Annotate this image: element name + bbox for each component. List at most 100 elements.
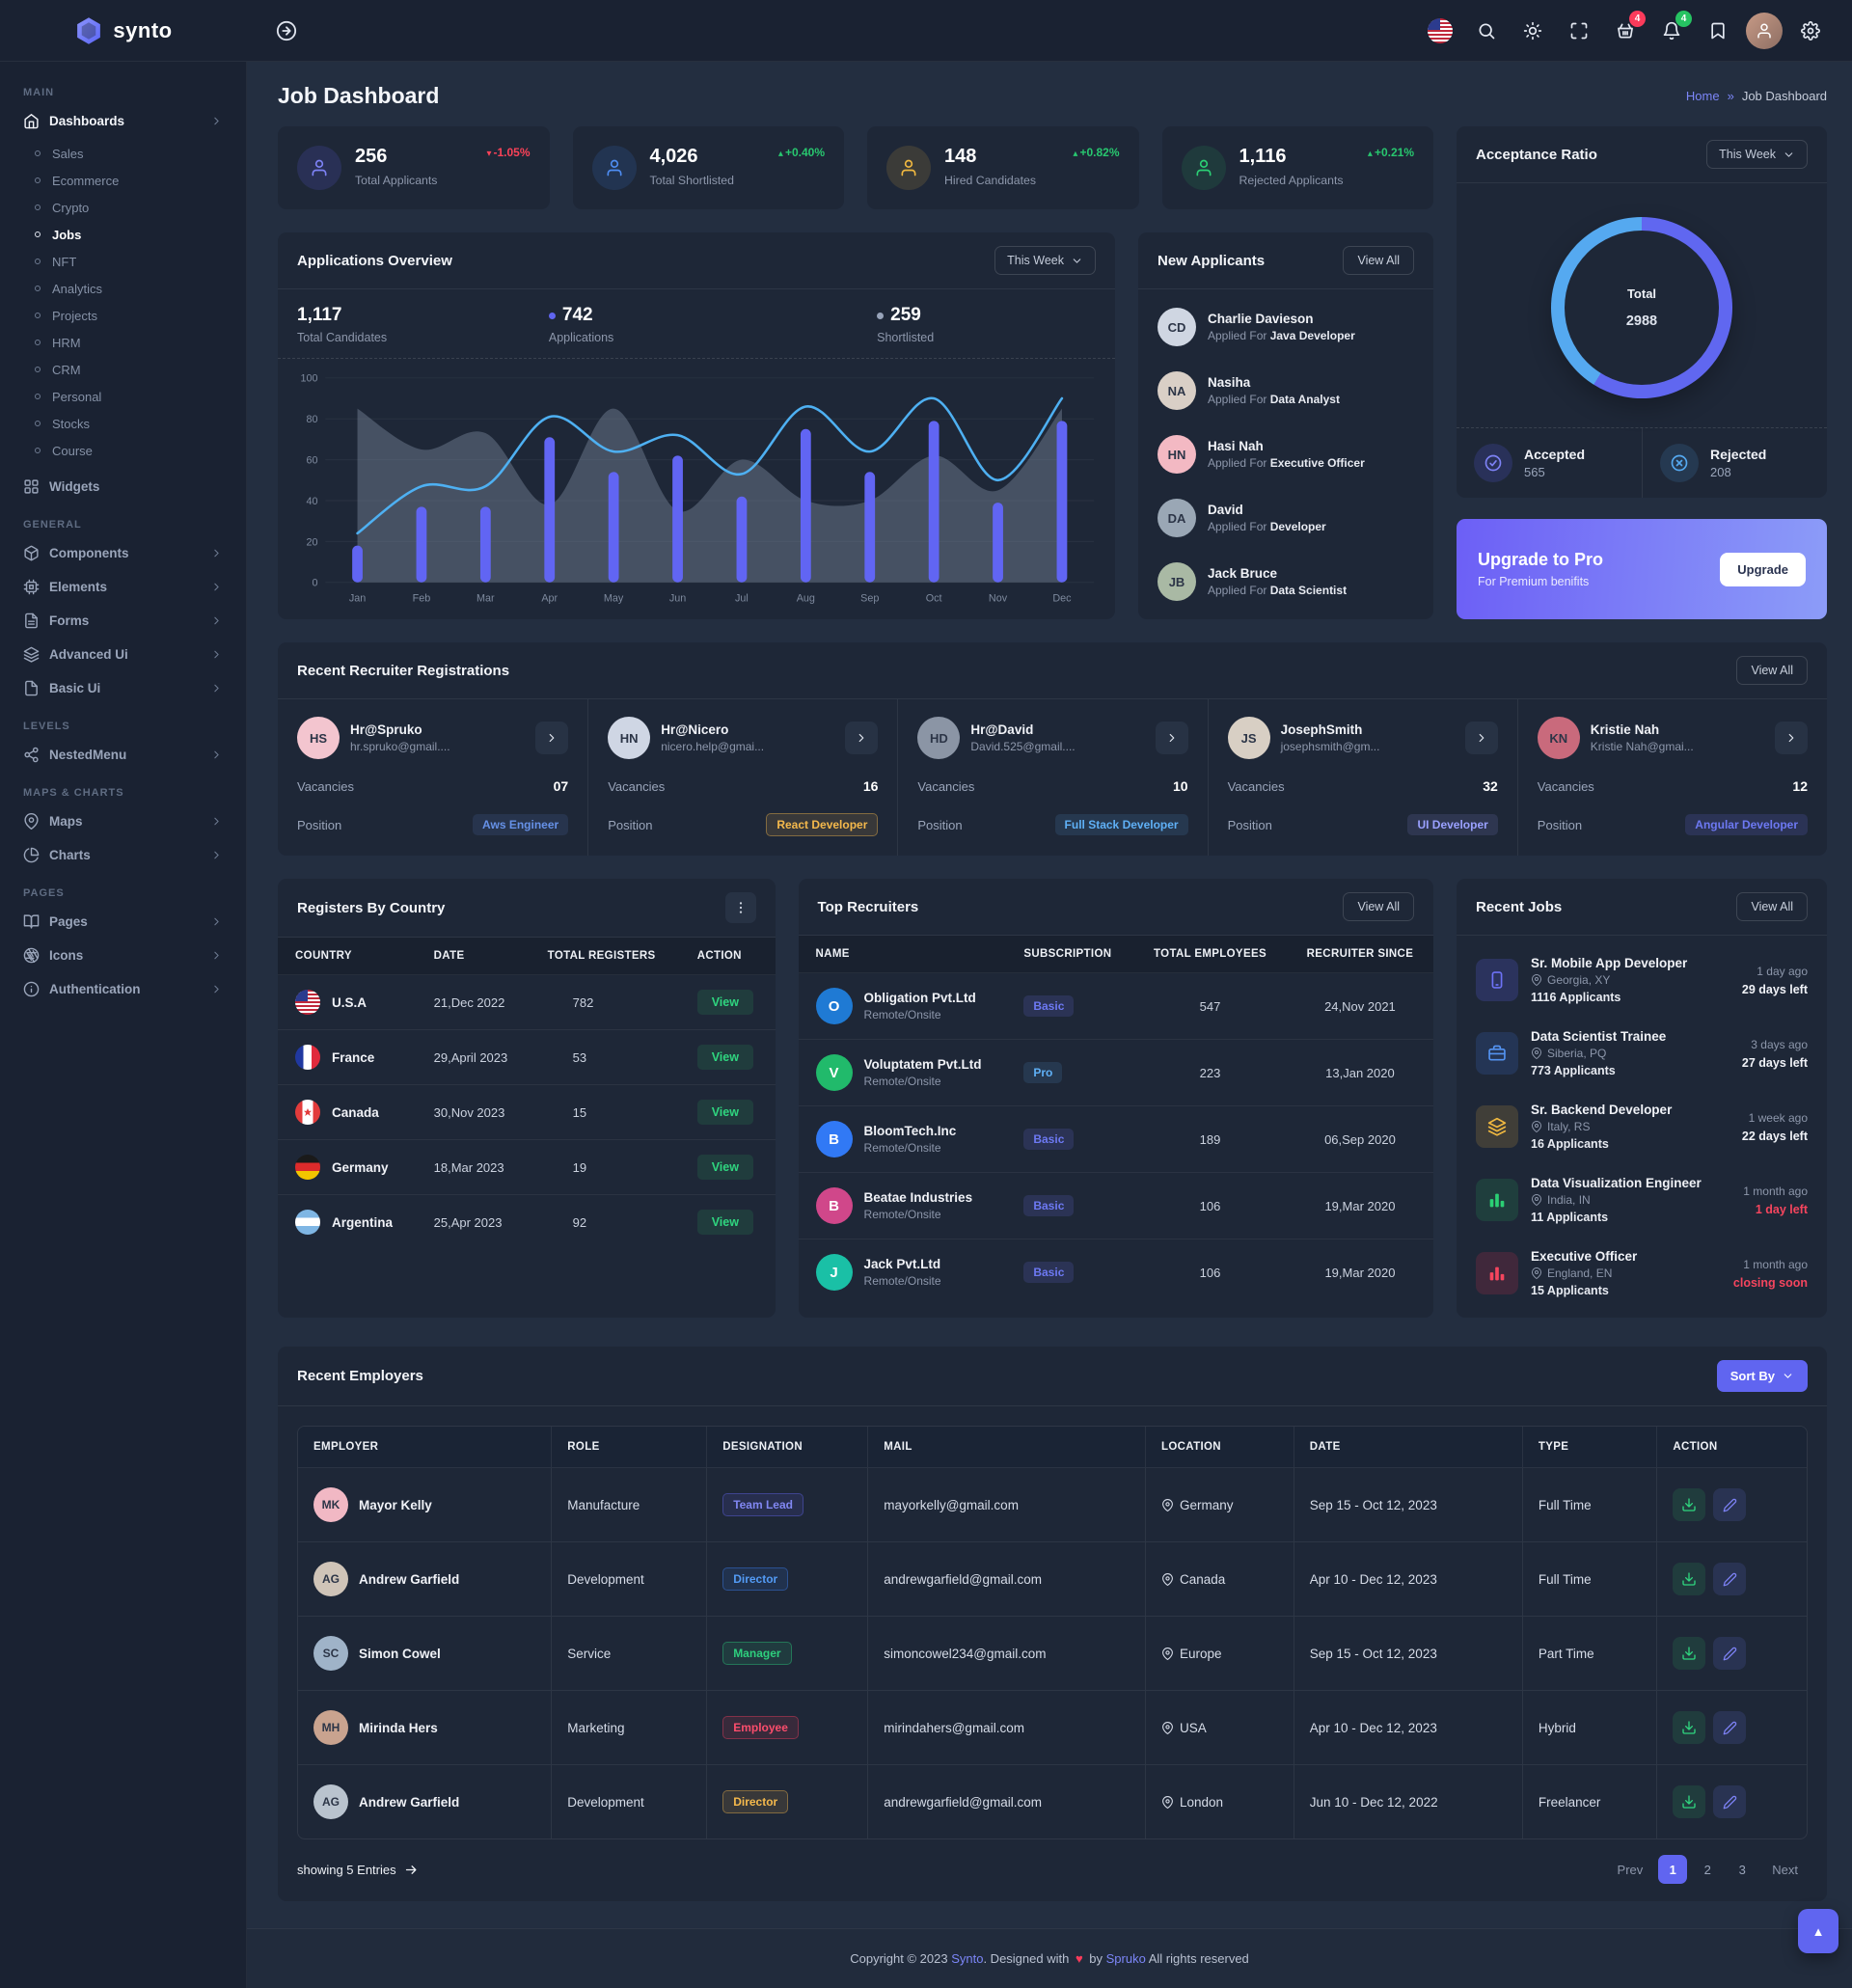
- sidebar-subitem-projects[interactable]: Projects: [14, 302, 232, 329]
- job-item[interactable]: Sr. Mobile App Developer Georgia, XY 1116 …: [1476, 943, 1808, 1017]
- job-item[interactable]: Executive Officer England, EN 15 Applicant…: [1476, 1237, 1808, 1310]
- applications-overview-title: Applications Overview: [297, 252, 452, 269]
- recruiter-open-button[interactable]: [845, 722, 879, 754]
- bookmarks-button[interactable]: [1700, 13, 1736, 49]
- pagination-next[interactable]: Next: [1762, 1857, 1808, 1883]
- edit-button[interactable]: [1713, 1563, 1747, 1596]
- bookmark-icon: [1708, 21, 1728, 41]
- applicant-item[interactable]: DA David Applied For Developer: [1158, 486, 1414, 550]
- download-button[interactable]: [1673, 1784, 1706, 1818]
- sidebar-item-nestedmenu[interactable]: NestedMenu: [14, 738, 232, 772]
- applicant-item[interactable]: NA Nasiha Applied For Data Analyst: [1158, 359, 1414, 422]
- brand-logo[interactable]: synto: [0, 0, 247, 61]
- download-button[interactable]: [1673, 1636, 1706, 1670]
- fullscreen-button[interactable]: [1561, 13, 1597, 49]
- overview-stat-label: Shortlisted: [877, 331, 935, 344]
- acceptance-ratio-period-select[interactable]: This Week: [1706, 140, 1808, 169]
- sidebar-subitem-jobs[interactable]: Jobs: [14, 221, 232, 248]
- settings-button[interactable]: [1792, 13, 1829, 49]
- edit-button[interactable]: [1713, 1488, 1747, 1522]
- sidebar-subitem-crypto[interactable]: Crypto: [14, 194, 232, 221]
- edit-button[interactable]: [1713, 1637, 1747, 1671]
- sidebar-toggle-icon[interactable]: [276, 20, 297, 41]
- pagination-page-3[interactable]: 3: [1728, 1855, 1757, 1884]
- footer-spruko-link[interactable]: Spruko: [1105, 1951, 1146, 1966]
- sidebar-item-icons[interactable]: Icons: [14, 939, 232, 972]
- country-name: Germany: [332, 1159, 389, 1175]
- download-button[interactable]: [1673, 1710, 1706, 1744]
- top-recruiters-view-all-button[interactable]: View All: [1343, 892, 1414, 921]
- new-applicants-view-all-button[interactable]: View All: [1343, 246, 1414, 275]
- sidebar-item-components[interactable]: Components: [14, 536, 232, 570]
- total-employees: 223: [1133, 1039, 1287, 1106]
- sidebar-item-elements[interactable]: Elements: [14, 570, 232, 604]
- sidebar-item-label: Authentication: [49, 982, 141, 996]
- sidebar-item-forms[interactable]: Forms: [14, 604, 232, 638]
- sidebar-subitem-personal[interactable]: Personal: [14, 383, 232, 410]
- table-row: O Obligation Pvt.Ltd Remote/Onsite Basic 547…: [798, 972, 1433, 1040]
- footer-synto-link[interactable]: Synto: [951, 1951, 984, 1966]
- stat-value: 4,026: [649, 146, 698, 167]
- brand-logo-icon: [74, 16, 103, 45]
- job-item[interactable]: Sr. Backend Developer Italy, RS 16 Applica…: [1476, 1090, 1808, 1163]
- breadcrumb-home-link[interactable]: Home: [1685, 89, 1720, 103]
- sidebar-item-pages[interactable]: Pages: [14, 905, 232, 939]
- applicant-item[interactable]: HN Hasi Nah Applied For Executive Officer: [1158, 422, 1414, 486]
- download-button[interactable]: [1673, 1562, 1706, 1595]
- sidebar-subitem-ecommerce[interactable]: Ecommerce: [14, 167, 232, 194]
- sidebar-item-authentication[interactable]: Authentication: [14, 972, 232, 1006]
- sidebar-subitem-sales[interactable]: Sales: [14, 140, 232, 167]
- sidebar-item-maps[interactable]: Maps: [14, 804, 232, 838]
- recruiter-open-button[interactable]: [1464, 722, 1498, 754]
- view-button[interactable]: View: [696, 1210, 753, 1235]
- applications-overview-card: Applications Overview This Week 1,117 Tot…: [278, 232, 1115, 619]
- job-item[interactable]: Data Scientist Trainee Siberia, PQ 773 App…: [1476, 1017, 1808, 1090]
- scroll-to-top-button[interactable]: ▲: [1798, 1909, 1838, 1953]
- applicant-item[interactable]: JB Jack Bruce Applied For Data Scientist: [1158, 550, 1414, 613]
- sidebar-subitem-course[interactable]: Course: [14, 437, 232, 464]
- pagination-prev[interactable]: Prev: [1608, 1857, 1653, 1883]
- more-vertical-icon[interactable]: [724, 892, 756, 923]
- sidebar-subitem-nft[interactable]: NFT: [14, 248, 232, 275]
- recruiters-view-all-button[interactable]: View All: [1736, 656, 1808, 685]
- sidebar-item-charts[interactable]: Charts: [14, 838, 232, 872]
- sidebar-subitem-hrm[interactable]: HRM: [14, 329, 232, 356]
- edit-button[interactable]: [1713, 1711, 1747, 1745]
- stat-card-total-shortlisted: 4,026 Total Shortlisted ▴ +0.40%: [572, 126, 844, 209]
- registers-table: COUNTRY DATE TOTAL REGISTERS ACTION U.S.A 21…: [278, 938, 776, 1249]
- recent-jobs-view-all-button[interactable]: View All: [1736, 892, 1808, 921]
- recruiter-open-button[interactable]: [1775, 722, 1808, 754]
- employer-role: Manufacture: [551, 1467, 707, 1542]
- applicant-item[interactable]: CD Charlie Davieson Applied For Java Devel…: [1158, 295, 1414, 359]
- applications-overview-period-select[interactable]: This Week: [994, 246, 1096, 275]
- sidebar-item-dashboards[interactable]: Dashboards: [14, 104, 232, 138]
- view-button[interactable]: View: [696, 1100, 753, 1125]
- edit-button[interactable]: [1713, 1785, 1747, 1819]
- pagination-page-2[interactable]: 2: [1693, 1855, 1722, 1884]
- sidebar-item-advanced-ui[interactable]: Advanced Ui: [14, 638, 232, 671]
- sidebar-item-basic-ui[interactable]: Basic Ui: [14, 671, 232, 705]
- recent-employers-table: EMPLOYER ROLE DESIGNATION MAIL LOCATION DATE T…: [298, 1427, 1807, 1838]
- bullet-icon: [35, 259, 41, 264]
- theme-toggle-button[interactable]: [1514, 13, 1551, 49]
- recruiter-open-button[interactable]: [1155, 722, 1188, 754]
- job-item[interactable]: Data Visualization Engineer India, IN 11 A…: [1476, 1163, 1808, 1237]
- profile-button[interactable]: [1746, 12, 1783, 49]
- sidebar-item-widgets[interactable]: Widgets: [14, 470, 232, 504]
- sort-by-button[interactable]: Sort By: [1716, 1360, 1808, 1392]
- view-button[interactable]: View: [696, 1045, 753, 1070]
- sidebar-subitem-analytics[interactable]: Analytics: [14, 275, 232, 302]
- download-button[interactable]: [1673, 1487, 1706, 1521]
- notifications-button[interactable]: 4: [1653, 10, 1692, 49]
- pagination-page-1[interactable]: 1: [1658, 1855, 1688, 1884]
- view-button[interactable]: View: [696, 1155, 753, 1180]
- job-days-left: 29 days left: [1741, 982, 1808, 996]
- recruiter-open-button[interactable]: [535, 722, 569, 754]
- view-button[interactable]: View: [696, 990, 753, 1015]
- cart-button[interactable]: 4: [1607, 10, 1646, 49]
- upgrade-button[interactable]: Upgrade: [1720, 552, 1806, 586]
- sidebar-subitem-stocks[interactable]: Stocks: [14, 410, 232, 437]
- sidebar-subitem-crm[interactable]: CRM: [14, 356, 232, 383]
- search-button[interactable]: [1468, 13, 1505, 49]
- language-flag-button[interactable]: [1422, 13, 1458, 49]
